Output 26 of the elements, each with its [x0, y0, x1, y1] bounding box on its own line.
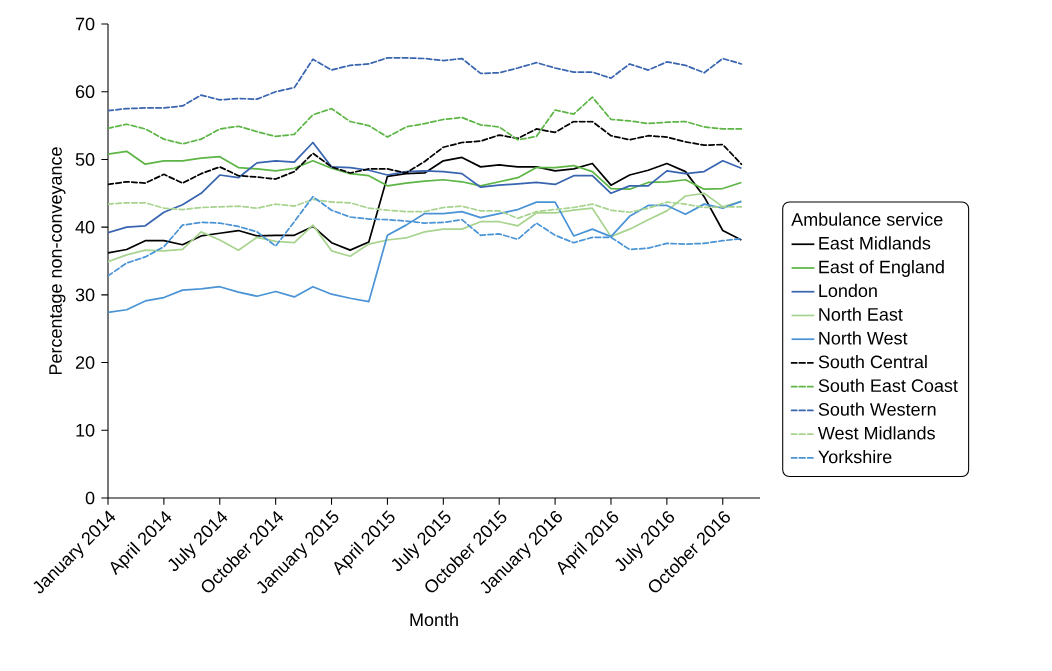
line-series	[108, 96, 743, 145]
y-tick-label: 10	[76, 423, 95, 437]
legend-label: South East Coast	[818, 378, 958, 393]
line-series	[108, 150, 743, 191]
y-tick-label: 50	[75, 153, 95, 166]
y-tick-label: 20	[75, 356, 95, 369]
y-tick-label: 60	[75, 85, 95, 99]
y-axis-title: Percentage non-conveyance	[49, 147, 66, 375]
legend-label: East Midlands	[819, 236, 931, 250]
legend-label: North West	[819, 331, 908, 345]
y-tick-label: 40	[75, 220, 95, 234]
line-series	[108, 200, 743, 314]
y-tick-label: 0	[85, 491, 95, 505]
legend-label: London	[819, 283, 877, 298]
line-series	[108, 56, 743, 112]
legend-label: North East	[819, 307, 903, 321]
y-tick-label: 30	[75, 288, 95, 302]
line-series	[108, 141, 743, 234]
legend-label: South Central	[818, 355, 927, 369]
x-axis-title: Month	[410, 612, 458, 627]
legend-label: East of England	[819, 260, 944, 277]
y-tick-label: 70	[75, 17, 95, 31]
legend-title: Ambulance service	[791, 212, 943, 226]
legend-label: South Western	[818, 402, 936, 416]
legend-label: Yorkshire	[818, 450, 892, 464]
legend-label: West Midlands	[817, 426, 935, 440]
